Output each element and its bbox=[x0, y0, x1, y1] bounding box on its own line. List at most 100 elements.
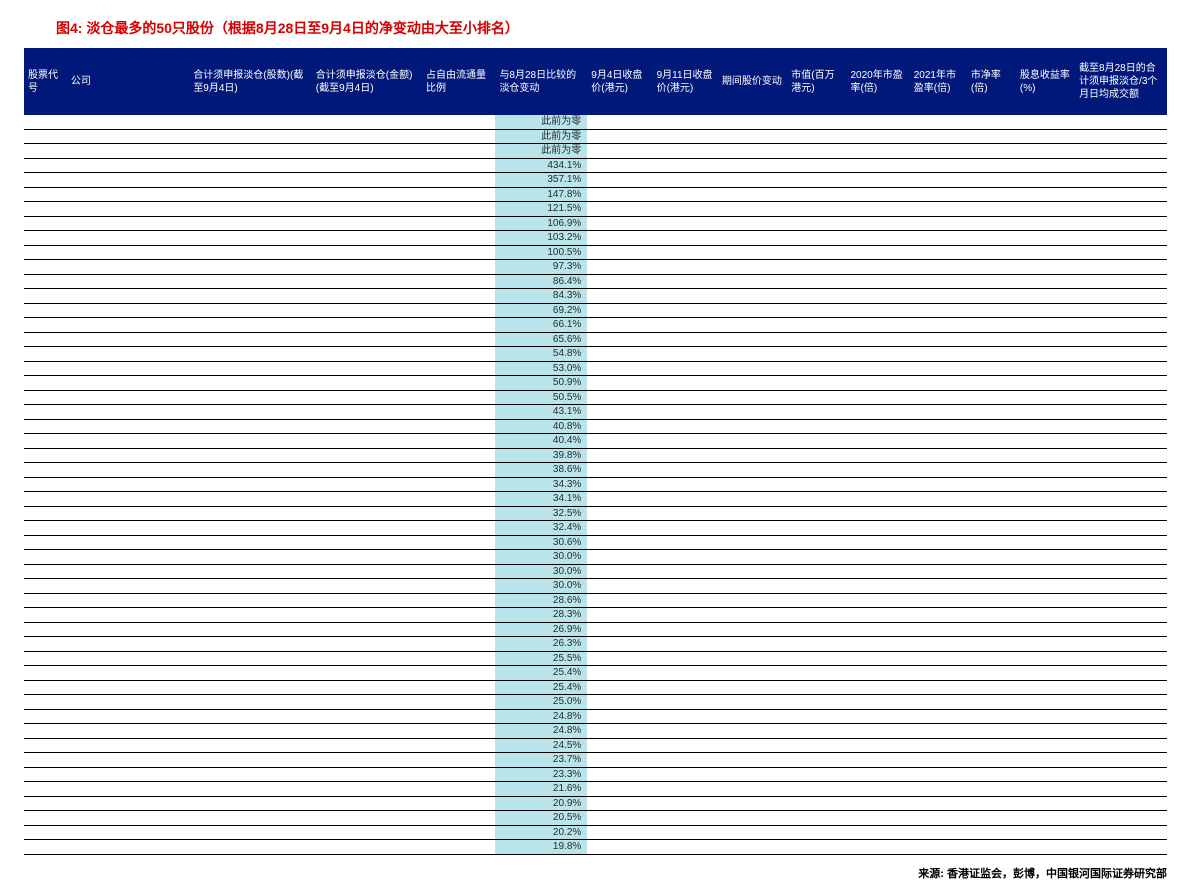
table-cell bbox=[653, 637, 718, 652]
table-cell bbox=[1016, 231, 1075, 246]
table-cell bbox=[846, 651, 909, 666]
table-cell: 32.5% bbox=[495, 506, 587, 521]
table-cell bbox=[67, 709, 189, 724]
table-cell bbox=[1016, 622, 1075, 637]
table-cell bbox=[967, 405, 1016, 420]
table-cell bbox=[718, 782, 787, 797]
table-cell bbox=[24, 361, 67, 376]
table-cell bbox=[312, 680, 422, 695]
column-header: 市净率(倍) bbox=[967, 48, 1016, 115]
table-cell bbox=[1075, 477, 1167, 492]
column-header: 9月11日收盘价(港元) bbox=[653, 48, 718, 115]
table-cell bbox=[910, 637, 967, 652]
table-cell bbox=[422, 622, 495, 637]
table-cell: 54.8% bbox=[495, 347, 587, 362]
table-cell bbox=[312, 260, 422, 275]
table-cell bbox=[189, 419, 311, 434]
table-cell bbox=[718, 463, 787, 478]
table-cell bbox=[846, 477, 909, 492]
table-cell bbox=[967, 767, 1016, 782]
table-cell bbox=[967, 666, 1016, 681]
table-cell bbox=[312, 463, 422, 478]
table-cell: 39.8% bbox=[495, 448, 587, 463]
table-cell: 40.4% bbox=[495, 434, 587, 449]
table-cell bbox=[967, 825, 1016, 840]
table-cell bbox=[846, 448, 909, 463]
table-cell bbox=[1016, 535, 1075, 550]
table-cell bbox=[1016, 709, 1075, 724]
table-cell bbox=[67, 477, 189, 492]
table-cell bbox=[846, 274, 909, 289]
table-cell: 30.0% bbox=[495, 550, 587, 565]
table-cell bbox=[67, 825, 189, 840]
table-cell bbox=[718, 738, 787, 753]
table-cell bbox=[653, 608, 718, 623]
table-cell bbox=[653, 187, 718, 202]
table-cell bbox=[967, 724, 1016, 739]
table-cell bbox=[910, 666, 967, 681]
table-row: 21.6% bbox=[24, 782, 1167, 797]
table-cell bbox=[67, 564, 189, 579]
table-row: 32.4% bbox=[24, 521, 1167, 536]
table-cell bbox=[24, 332, 67, 347]
table-cell bbox=[787, 695, 846, 710]
table-cell bbox=[189, 129, 311, 144]
table-cell bbox=[24, 535, 67, 550]
table-row: 86.4% bbox=[24, 274, 1167, 289]
table-cell bbox=[653, 448, 718, 463]
table-cell bbox=[422, 361, 495, 376]
table-row: 26.9% bbox=[24, 622, 1167, 637]
table-cell bbox=[189, 535, 311, 550]
table-cell bbox=[24, 492, 67, 507]
table-cell bbox=[67, 521, 189, 536]
table-cell bbox=[653, 622, 718, 637]
table-cell bbox=[1075, 115, 1167, 129]
table-row: 28.6% bbox=[24, 593, 1167, 608]
table-cell bbox=[189, 753, 311, 768]
table-cell bbox=[587, 129, 652, 144]
table-cell bbox=[189, 158, 311, 173]
table-cell bbox=[587, 550, 652, 565]
table-cell bbox=[24, 622, 67, 637]
table-cell bbox=[846, 187, 909, 202]
table-cell bbox=[587, 535, 652, 550]
table-cell bbox=[910, 753, 967, 768]
table-cell bbox=[24, 637, 67, 652]
table-cell bbox=[422, 332, 495, 347]
table-cell bbox=[846, 840, 909, 855]
table-cell bbox=[24, 564, 67, 579]
table-cell bbox=[312, 840, 422, 855]
column-header: 股息收益率(%) bbox=[1016, 48, 1075, 115]
table-row: 30.6% bbox=[24, 535, 1167, 550]
table-cell bbox=[587, 724, 652, 739]
table-cell bbox=[967, 782, 1016, 797]
table-cell bbox=[787, 187, 846, 202]
table-cell: 26.9% bbox=[495, 622, 587, 637]
table-cell bbox=[787, 158, 846, 173]
table-cell bbox=[24, 593, 67, 608]
table-row: 34.1% bbox=[24, 492, 1167, 507]
source-note: 来源: 香港证监会，彭博，中国银河国际证券研究部 bbox=[0, 855, 1191, 881]
table-cell bbox=[967, 753, 1016, 768]
table-cell bbox=[587, 390, 652, 405]
table-cell bbox=[1016, 274, 1075, 289]
table-cell bbox=[846, 245, 909, 260]
table-cell bbox=[910, 158, 967, 173]
table-cell bbox=[967, 144, 1016, 159]
table-cell bbox=[910, 289, 967, 304]
table-cell bbox=[653, 593, 718, 608]
table-cell bbox=[189, 289, 311, 304]
column-header: 市值(百万港元) bbox=[787, 48, 846, 115]
table-cell bbox=[910, 245, 967, 260]
table-cell bbox=[587, 666, 652, 681]
table-cell bbox=[967, 695, 1016, 710]
table-cell bbox=[967, 506, 1016, 521]
table-cell bbox=[967, 477, 1016, 492]
table-cell bbox=[718, 318, 787, 333]
table-cell bbox=[1016, 811, 1075, 826]
table-cell bbox=[846, 666, 909, 681]
table-cell bbox=[422, 187, 495, 202]
table-cell bbox=[312, 564, 422, 579]
table-cell bbox=[1016, 550, 1075, 565]
table-cell bbox=[422, 593, 495, 608]
